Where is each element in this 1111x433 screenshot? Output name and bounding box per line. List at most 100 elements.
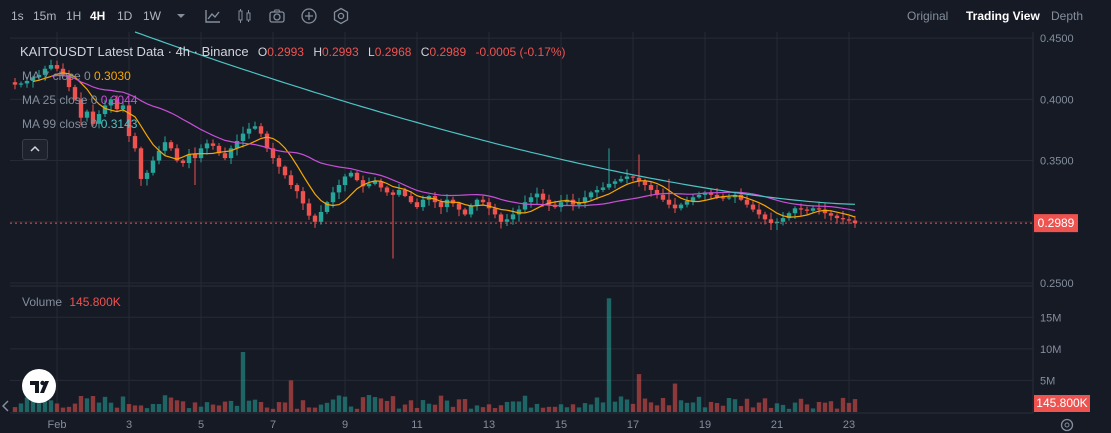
volume-bar [606, 298, 612, 412]
volume-bar [444, 400, 450, 412]
volume-bar [450, 406, 456, 412]
ma25-value: 0.3044 [100, 93, 138, 107]
volume-bar [156, 404, 162, 412]
chart-settings-icon[interactable] [1058, 416, 1076, 433]
timeframe-1w[interactable]: 1W [143, 9, 161, 23]
candle-body [774, 221, 780, 224]
candle-body [660, 194, 666, 200]
view-depth[interactable]: Depth [1051, 9, 1084, 23]
scroll-left-icon[interactable] [2, 400, 10, 412]
time-tick-label: 11 [411, 419, 422, 431]
settings-icon[interactable] [332, 7, 350, 25]
volume-bar [330, 399, 336, 412]
candle-body [552, 204, 558, 208]
volume-bar [672, 383, 678, 412]
volume-bar [276, 402, 282, 412]
candle-body [444, 199, 450, 208]
volume-bar [516, 401, 522, 412]
time-tick-label: 19 [699, 419, 711, 431]
indicators-icon[interactable] [236, 7, 254, 25]
time-tick-label: 17 [627, 419, 639, 431]
candle-body [414, 202, 420, 208]
timeframe-1d[interactable]: 1D [117, 9, 133, 23]
candle-body [726, 197, 732, 199]
open-label: O [257, 45, 268, 59]
volume-bar [252, 399, 258, 412]
volume-bar [60, 407, 66, 412]
view-trading-view[interactable]: Trading View [966, 9, 1040, 23]
candle-body [342, 176, 348, 186]
collapse-legend-button[interactable] [22, 139, 48, 160]
volume-bar [732, 399, 738, 412]
chevron-down-icon[interactable] [172, 7, 190, 25]
volume-bar [828, 401, 834, 412]
candle-body [546, 199, 552, 205]
chart-grid [10, 32, 1034, 414]
volume-bar [270, 408, 276, 412]
candle-body [222, 153, 228, 159]
volume-bar [504, 401, 510, 412]
volume-bar [246, 400, 252, 412]
candle-body [366, 183, 372, 187]
volume-bar [126, 404, 132, 412]
add-icon[interactable] [300, 7, 318, 25]
tradingview-logo[interactable] [22, 369, 56, 403]
volume-bar [846, 402, 852, 412]
volume-bar [756, 402, 762, 412]
candle-body [822, 209, 828, 214]
tradingview-logo-icon [30, 380, 49, 393]
timeframe-15m[interactable]: 15m [33, 9, 57, 23]
chart-axes: 0.25000.30000.35000.40000.45005M10M15M28… [10, 33, 1090, 431]
candle-body [336, 185, 342, 193]
price-tick-label: 0.3500 [1040, 156, 1074, 168]
volume-bar [366, 395, 372, 412]
candle-body [654, 189, 660, 195]
line-chart-icon[interactable] [204, 7, 222, 25]
timeframe-1s[interactable]: 1s [11, 9, 24, 23]
candle-body [606, 183, 612, 188]
volume-bar [540, 407, 546, 412]
volume-bar [240, 352, 246, 412]
volume-bar [84, 398, 90, 412]
camera-icon[interactable] [268, 7, 286, 25]
time-tick-label: 13 [483, 419, 495, 431]
volume-bar [636, 374, 642, 412]
volume-bar [360, 397, 366, 412]
volume-bar [546, 406, 552, 412]
volume-bar [438, 395, 444, 412]
candle-body [324, 202, 330, 212]
candle-body [534, 193, 540, 198]
volume-bar [660, 397, 666, 412]
volume-bar [12, 407, 18, 412]
candle-body [354, 172, 360, 181]
candle-body [390, 192, 396, 195]
timeframe-4h[interactable]: 4H [90, 9, 106, 23]
volume-bar [282, 402, 288, 412]
volume-bar [198, 406, 204, 412]
candle-body [540, 193, 546, 200]
timeframe-1h[interactable]: 1H [66, 9, 82, 23]
volume-bar [228, 400, 234, 412]
volume-bar [66, 406, 72, 412]
volume-bar [288, 380, 294, 412]
price-tick-label: 0.2500 [1040, 278, 1074, 290]
volume-bar [786, 408, 792, 412]
close-label: C [420, 45, 430, 59]
candle-body [684, 200, 690, 205]
candle-body [258, 126, 264, 134]
candle-body [12, 82, 18, 85]
change-value: -0.0005 (-0.17%) [475, 45, 566, 59]
volume-bar [216, 405, 222, 412]
volume-bar [348, 406, 354, 412]
candle-body [402, 189, 408, 197]
ma25-legend: MA 25 close 0 0.3044 [22, 93, 137, 107]
candle-body [204, 143, 210, 149]
candle-body [504, 219, 510, 222]
candle-body [696, 194, 702, 198]
low-value: 0.2968 [374, 45, 412, 59]
volume-bar [414, 407, 420, 412]
view-original[interactable]: Original [907, 9, 949, 23]
volume-bar [738, 406, 744, 412]
volume-bar [234, 405, 240, 412]
